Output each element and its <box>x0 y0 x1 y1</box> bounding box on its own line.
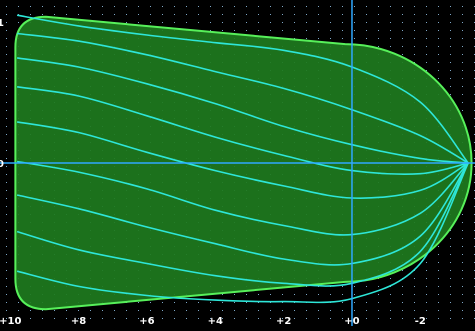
curve-8 <box>16 162 469 287</box>
curve-family <box>16 14 469 304</box>
x-tick-label: +0 <box>344 316 359 326</box>
curve-1 <box>16 14 469 164</box>
y-tick-label: 0 <box>0 159 4 170</box>
x-tick-label: +10 <box>0 316 21 326</box>
x-tick-label: +8 <box>71 316 86 326</box>
curve-4 <box>16 86 469 175</box>
curve-6 <box>16 160 469 236</box>
x-tick-label: -2 <box>415 316 426 326</box>
y-tick-label: 1 <box>0 18 4 29</box>
x-tick-label: +4 <box>208 316 223 326</box>
curve-2 <box>16 32 469 164</box>
curve-7 <box>16 162 469 266</box>
x-tick-label: +2 <box>276 316 291 326</box>
curve-5 <box>16 121 469 199</box>
x-tick-label: +6 <box>139 316 154 326</box>
curve-9 <box>16 162 469 304</box>
tick-labels: +10 +8 +6 +4 +2 +0 -2 1 0 <box>0 18 426 327</box>
curve-3 <box>16 57 469 164</box>
